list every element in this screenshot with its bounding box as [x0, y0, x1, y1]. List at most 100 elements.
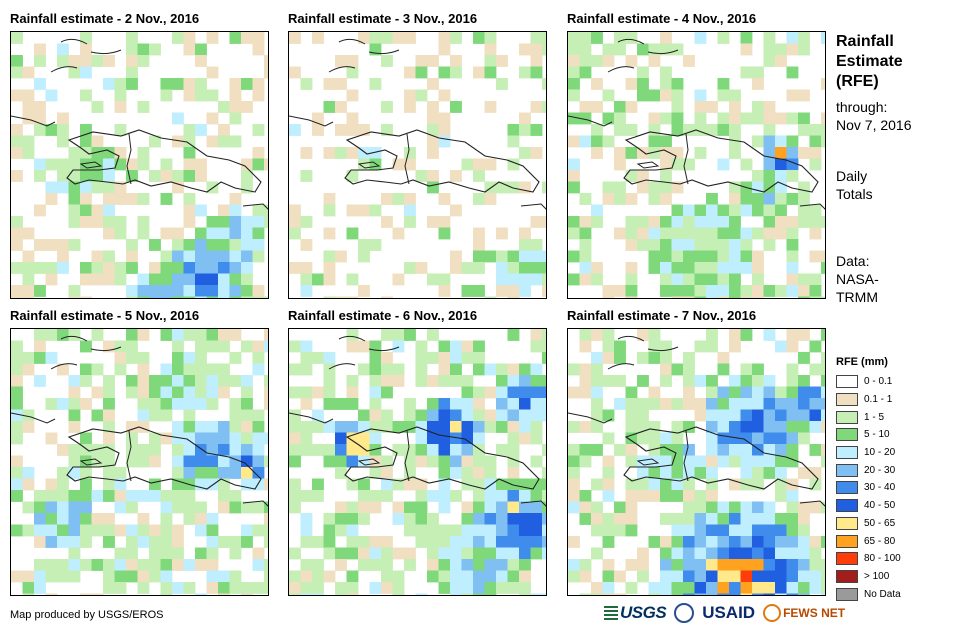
rainfall-map-nov-7: [567, 328, 826, 596]
rainfall-cell: [183, 147, 196, 159]
rainfall-cell: [289, 216, 301, 228]
legend-item: No Data: [836, 585, 901, 603]
rainfall-cell: [206, 536, 219, 548]
legend-swatch: [836, 499, 858, 513]
rainfall-cell: [415, 55, 428, 67]
rainfall-cell: [637, 409, 649, 422]
rainfall-cell: [473, 250, 485, 263]
rainfall-cell: [369, 158, 382, 171]
rainfall-cell: [415, 363, 428, 376]
rainfall-cell: [786, 386, 799, 399]
rainfall-cell: [126, 570, 138, 583]
rainfall-cell: [648, 216, 661, 228]
rainfall-cell: [438, 227, 451, 240]
side-title-line: Estimate: [836, 53, 903, 70]
rainfall-cell: [775, 158, 787, 171]
panel-title: Rainfall estimate - 3 Nov., 2016: [288, 11, 478, 26]
rainfall-cell: [717, 285, 730, 297]
rainfall-grid: [568, 329, 825, 595]
rainfall-cell: [763, 158, 776, 171]
usaid-logo: USAID: [702, 603, 756, 622]
rainfall-cell: [450, 409, 462, 422]
bahamas-coastline: [338, 335, 366, 342]
rainfall-cell: [484, 421, 497, 433]
rainfall-cell: [206, 66, 219, 79]
rainfall-cell: [507, 467, 520, 479]
rainfall-cell: [252, 32, 265, 44]
rainfall-cell: [579, 375, 592, 387]
rainfall-cell: [346, 55, 359, 67]
rainfall-grid: [289, 32, 546, 298]
rainfall-cell: [729, 513, 741, 525]
rainfall-cell: [80, 398, 92, 410]
rainfall-cell: [404, 89, 416, 102]
rainfall-cell: [195, 432, 207, 445]
rainfall-cell: [241, 432, 253, 445]
rainfall-cell: [381, 547, 393, 560]
rainfall-cell: [519, 262, 531, 274]
rainfall-cell: [346, 124, 359, 136]
rainfall-cell: [798, 147, 810, 159]
rainfall-cell: [763, 101, 776, 113]
rainfall-cell: [80, 204, 92, 217]
rainfall-cell: [91, 444, 104, 456]
rainfall-cell: [312, 273, 324, 286]
rainfall-cell: [614, 101, 626, 113]
rainfall-cell: [637, 78, 649, 90]
rainfall-cell: [637, 432, 649, 445]
rainfall-cell: [637, 352, 649, 364]
rainfall-cell: [195, 43, 207, 56]
rainfall-cell: [392, 582, 405, 594]
rainfall-cell: [22, 273, 35, 286]
rainfall-cell: [507, 285, 520, 297]
rainfall-cell: [438, 340, 451, 353]
rainfall-cell: [775, 193, 787, 205]
rainfall-cell: [752, 285, 764, 297]
rainfall-cell: [57, 570, 69, 583]
rainfall-cell: [229, 501, 242, 514]
rainfall-cell: [602, 285, 615, 297]
rainfall-cell: [763, 582, 776, 594]
rainfall-cell: [195, 524, 207, 537]
rainfall-cell: [729, 181, 741, 194]
rainfall-cell: [264, 570, 268, 583]
rainfall-cell: [625, 32, 638, 44]
rainfall-cell: [195, 55, 207, 67]
rainfall-cell: [264, 204, 268, 217]
rainfall-cell: [568, 478, 580, 491]
rainfall-cell: [241, 285, 253, 297]
rainfall-cell: [369, 78, 382, 90]
rainfall-cell: [740, 375, 753, 387]
rainfall-cell: [775, 147, 787, 159]
rainfall-cell: [660, 239, 672, 251]
rainfall-cell: [752, 66, 764, 79]
rainfall-cell: [114, 193, 127, 205]
rainfall-cell: [183, 204, 196, 217]
rainfall-cell: [438, 455, 451, 468]
rainfall-cell: [229, 570, 242, 583]
side-title-line: (RFE): [836, 73, 879, 90]
rainfall-cell: [683, 490, 695, 502]
rainfall-cell: [752, 227, 764, 240]
rainfall-cell: [786, 559, 799, 571]
rainfall-cell: [172, 398, 184, 410]
rainfall-cell: [717, 570, 730, 583]
rainfall-cell: [775, 513, 787, 525]
rainfall-cell: [683, 158, 695, 171]
rainfall-cell: [160, 262, 173, 274]
legend-label: 1 - 5: [864, 411, 885, 423]
rainfall-cell: [648, 250, 661, 263]
rainfall-cell: [218, 296, 230, 298]
rainfall-grid: [568, 32, 825, 298]
rainfall-cell: [507, 181, 520, 194]
rainfall-cell: [671, 536, 684, 548]
rainfall-cell: [637, 329, 649, 341]
rainfall-cell: [149, 239, 161, 251]
rainfall-cell: [68, 193, 81, 205]
rainfall-cell: [206, 285, 219, 297]
cuba-coastline: [289, 412, 334, 424]
rainfall-cell: [763, 398, 776, 410]
rainfall-cell: [114, 101, 127, 113]
rainfall-cell: [473, 444, 485, 456]
rainfall-cell: [404, 329, 416, 341]
